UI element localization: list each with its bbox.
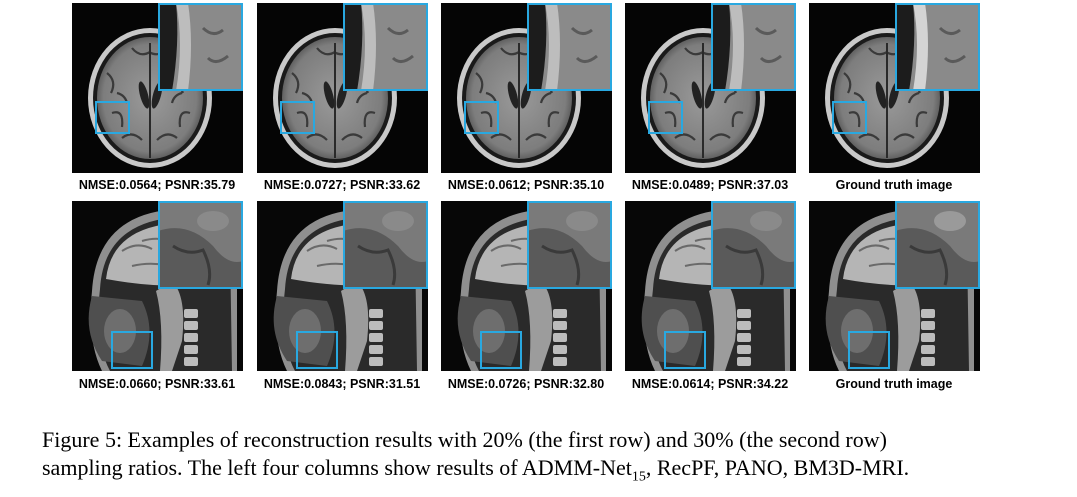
figure-caption-line-2-prefix: sampling ratios. The left four columns s… bbox=[42, 455, 632, 480]
sagittal-panel-1 bbox=[72, 201, 243, 371]
sagittal-mri-image bbox=[257, 201, 428, 371]
figure-caption-line-2-suffix: , RecPF, PANO, BM3D-MRI. bbox=[645, 455, 910, 480]
sagittal-panel-2 bbox=[257, 201, 428, 371]
axial-caption-2: NMSE:0.0727; PSNR:33.62 bbox=[263, 178, 421, 192]
figure-caption: Figure 5: Examples of reconstruction res… bbox=[42, 426, 1052, 485]
figure-caption-line-2: sampling ratios. The left four columns s… bbox=[42, 454, 1052, 485]
axial-mri-image bbox=[625, 3, 796, 173]
sagittal-mri-image bbox=[441, 201, 612, 371]
axial-caption-3: NMSE:0.0612; PSNR:35.10 bbox=[447, 178, 605, 192]
axial-mri-image bbox=[257, 3, 428, 173]
sagittal-caption-1: NMSE:0.0660; PSNR:33.61 bbox=[78, 377, 236, 391]
axial-mri-image bbox=[72, 3, 243, 173]
axial-caption-1: NMSE:0.0564; PSNR:35.79 bbox=[78, 178, 236, 192]
axial-panel-2 bbox=[257, 3, 428, 173]
sagittal-mri-image bbox=[625, 201, 796, 371]
axial-panel-4 bbox=[625, 3, 796, 173]
sagittal-caption-4: NMSE:0.0614; PSNR:34.22 bbox=[631, 377, 789, 391]
axial-mri-image bbox=[441, 3, 612, 173]
sagittal-panel-3 bbox=[441, 201, 612, 371]
axial-caption-4: NMSE:0.0489; PSNR:37.03 bbox=[631, 178, 789, 192]
figure-caption-subscript: 15 bbox=[631, 469, 646, 485]
axial-panel-ground-truth bbox=[809, 3, 980, 173]
axial-panel-1 bbox=[72, 3, 243, 173]
sagittal-caption-ground-truth: Ground truth image bbox=[835, 377, 953, 391]
axial-mri-image bbox=[809, 3, 980, 173]
sagittal-panel-4 bbox=[625, 201, 796, 371]
axial-panel-3 bbox=[441, 3, 612, 173]
sagittal-caption-3: NMSE:0.0726; PSNR:32.80 bbox=[447, 377, 605, 391]
figure-caption-line-1: Figure 5: Examples of reconstruction res… bbox=[42, 427, 887, 452]
axial-caption-ground-truth: Ground truth image bbox=[835, 178, 953, 192]
sagittal-mri-image bbox=[809, 201, 980, 371]
sagittal-caption-2: NMSE:0.0843; PSNR:31.51 bbox=[263, 377, 421, 391]
sagittal-panel-ground-truth bbox=[809, 201, 980, 371]
sagittal-mri-image bbox=[72, 201, 243, 371]
